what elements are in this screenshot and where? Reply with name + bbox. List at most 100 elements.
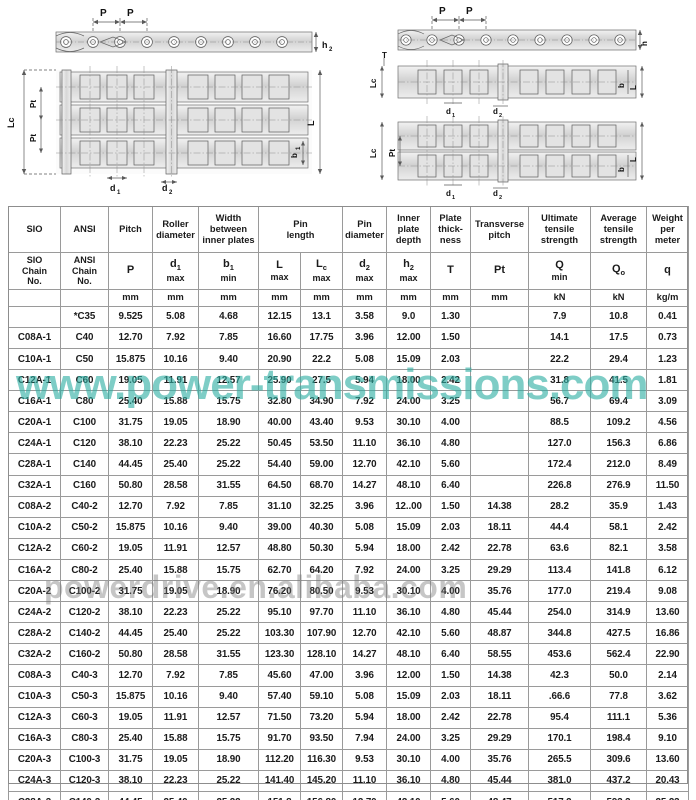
table-cell: 95.10 — [258, 601, 301, 624]
table-cell: 22.23 — [152, 601, 199, 624]
table-row: C12A-3 C60-3 19.05 11.91 12.57 71.50 73.20 5.94… — [8, 706, 690, 729]
table-cell: C10A-3 — [8, 685, 61, 708]
table-cell: 12.70 — [108, 664, 153, 687]
table-cell: 1.50 — [430, 664, 472, 687]
table-cell: 32.25 — [299, 495, 344, 518]
table-cell: 11.10 — [342, 432, 388, 455]
table-cell: C140 — [60, 453, 109, 476]
table-cell: 113.4 — [528, 558, 592, 582]
table-cell: 19.05 — [152, 411, 199, 434]
table-cell: C28A-3 — [8, 790, 61, 800]
table-cell: 111.1 — [590, 706, 648, 729]
table-cell: 48.10 — [386, 474, 432, 497]
table-cell: C08A-3 — [8, 664, 61, 687]
table-row: C28A-3C140-344.4525.4025.22151.8156.8012… — [8, 790, 690, 800]
table-cell: 2.42 — [430, 369, 472, 392]
table-cell: 19.05 — [108, 369, 153, 392]
svg-text:2: 2 — [499, 195, 502, 200]
table-row: C12A-2 C60-2 19.05 11.91 12.57 48.80 50.30 5.94… — [8, 537, 690, 560]
table-cell: 36.10 — [386, 769, 432, 792]
table-cell: 15.09 — [386, 516, 432, 539]
table-cell: 4.00 — [430, 748, 472, 771]
table-cell: 28.58 — [152, 474, 199, 497]
svg-text:1: 1 — [452, 195, 455, 200]
table-cell: C20A-3 — [8, 748, 61, 771]
table-cell: 18.90 — [198, 580, 259, 603]
table-cell: 15.875 — [108, 685, 153, 708]
table-row: C08A-2 C40-2 12.70 7.92 7.85 31.10 32.25 3.96 12… — [8, 495, 690, 518]
unit-average-tensile: kN — [590, 288, 648, 307]
header-inner-plate-depth: Inner plate depth — [386, 206, 432, 253]
chain-specification-table-wrap: SIO ANSI Pitch Roller diameter Width bet… — [8, 206, 690, 800]
table-cell: 25.90 — [258, 369, 301, 392]
table-cell: 11.91 — [152, 706, 199, 729]
table-cell: 20.43 — [646, 769, 690, 792]
table-row: C10A-1 C50 15.875 10.16 9.40 20.90 22.2 5.08 15.… — [8, 348, 690, 371]
table-cell: 88.5 — [528, 411, 592, 434]
table-cell: 15.88 — [152, 558, 199, 582]
table-cell: 4.56 — [646, 411, 690, 434]
table-cell: 4.68 — [198, 305, 259, 328]
table-cell: 0.41 — [646, 305, 690, 328]
table-cell: 40.30 — [299, 516, 344, 539]
table-cell: 12..00 — [386, 495, 432, 518]
table-cell: 31.55 — [198, 474, 259, 497]
table-cell: 7.92 — [152, 664, 199, 687]
table-cell: 31.55 — [198, 643, 259, 666]
svg-text:b: b — [617, 83, 626, 88]
table-cell: 212.0 — [590, 453, 648, 476]
table-cell: 38.10 — [108, 432, 153, 455]
table-row: C24A-3 C120-3 38.10 22.23 25.22 141.40 145.20 1… — [8, 769, 690, 792]
table-cell: 58.1 — [590, 516, 648, 539]
table-cell: 156.3 — [590, 432, 648, 455]
table-cell: 9.40 — [198, 685, 259, 708]
table-cell: 9.40 — [198, 348, 259, 371]
table-cell: 2.03 — [430, 348, 472, 371]
table-cell: 29.29 — [470, 727, 530, 750]
table-cell: 123.30 — [258, 643, 301, 666]
table-cell: 25.22 — [198, 601, 259, 624]
symbol-ultimate-tensile: Q min — [528, 252, 592, 290]
table-cell: 145.20 — [299, 769, 344, 792]
table-cell: .66.6 — [528, 685, 592, 708]
table-cell: 25.40 — [108, 727, 153, 750]
table-cell: C12A-1 — [8, 369, 61, 392]
table-cell: 12.00 — [386, 664, 432, 687]
table-cell: 7.92 — [342, 558, 388, 582]
table-cell — [470, 326, 530, 350]
table-cell: 59.10 — [299, 685, 344, 708]
simplex-duplex-chain-drawing: P P — [360, 0, 696, 200]
symbol-plate-thickness: T — [430, 252, 472, 290]
table-cell: 5.08 — [342, 685, 388, 708]
table-cell: 3.96 — [342, 495, 388, 518]
symbol-pin-length-l: L max — [258, 252, 301, 290]
table-cell: C12A-2 — [8, 537, 61, 560]
table-cell: C60 — [60, 369, 109, 392]
table-cell: 24.00 — [386, 390, 432, 413]
header-row-group: SIO ANSI Pitch Roller diameter Width bet… — [8, 206, 690, 253]
table-cell: 35.76 — [470, 748, 530, 771]
table-cell: 5.94 — [342, 706, 388, 729]
table-cell: 3.25 — [430, 727, 472, 750]
table-cell: 5.94 — [342, 537, 388, 560]
unit-weight: kg/m — [646, 288, 690, 307]
table-cell: 18.90 — [198, 411, 259, 434]
table-cell: 20.90 — [258, 348, 301, 371]
svg-text:L: L — [306, 120, 316, 126]
unit-inner-width: mm — [198, 288, 259, 307]
table-cell: *C35 — [60, 305, 109, 328]
table-cell: 11.10 — [342, 601, 388, 624]
table-cell: 344.8 — [528, 622, 592, 645]
table-cell: 50.30 — [299, 537, 344, 560]
table-cell: 97.70 — [299, 601, 344, 624]
table-cell: 15.75 — [198, 390, 259, 413]
table-cell: 25.40 — [108, 558, 153, 582]
table-cell: 53.50 — [299, 432, 344, 455]
table-cell: 109.2 — [590, 411, 648, 434]
table-cell: 50.0 — [590, 664, 648, 687]
svg-text:P: P — [466, 6, 473, 17]
unit-pitch: mm — [108, 288, 153, 307]
table-cell: 15.88 — [152, 727, 199, 750]
table-cell: 593.3 — [590, 790, 648, 800]
table-cell: 2.42 — [430, 706, 472, 729]
